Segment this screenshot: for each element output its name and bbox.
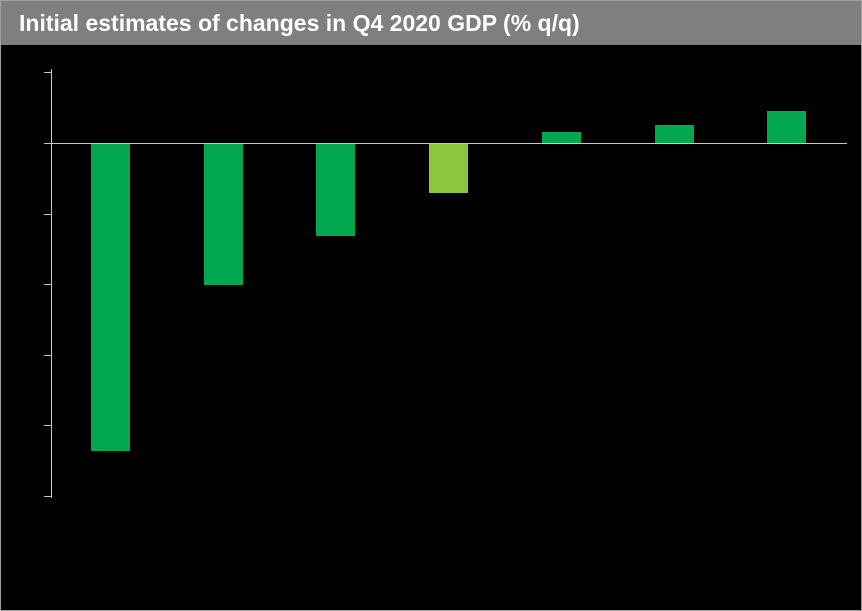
- y-axis-tick: [44, 284, 51, 285]
- y-axis-tick: [44, 496, 51, 497]
- y-axis-tick: [44, 143, 51, 144]
- chart-title: Initial estimates of changes in Q4 2020 …: [19, 9, 580, 36]
- y-axis-tick: [44, 72, 51, 73]
- bar-2: [204, 144, 243, 285]
- y-axis-tick: [44, 355, 51, 356]
- y-axis-tick: [44, 214, 51, 215]
- bar-1: [91, 144, 130, 451]
- zero-baseline: [51, 143, 847, 144]
- y-axis-tick: [44, 425, 51, 426]
- y-axis-line: [51, 69, 52, 498]
- chart-title-bar: Initial estimates of changes in Q4 2020 …: [1, 1, 861, 45]
- bar-6: [655, 125, 694, 143]
- bar-3: [316, 144, 355, 236]
- bar-7: [767, 111, 806, 143]
- bar-5: [542, 132, 581, 143]
- bar-4: [429, 144, 468, 193]
